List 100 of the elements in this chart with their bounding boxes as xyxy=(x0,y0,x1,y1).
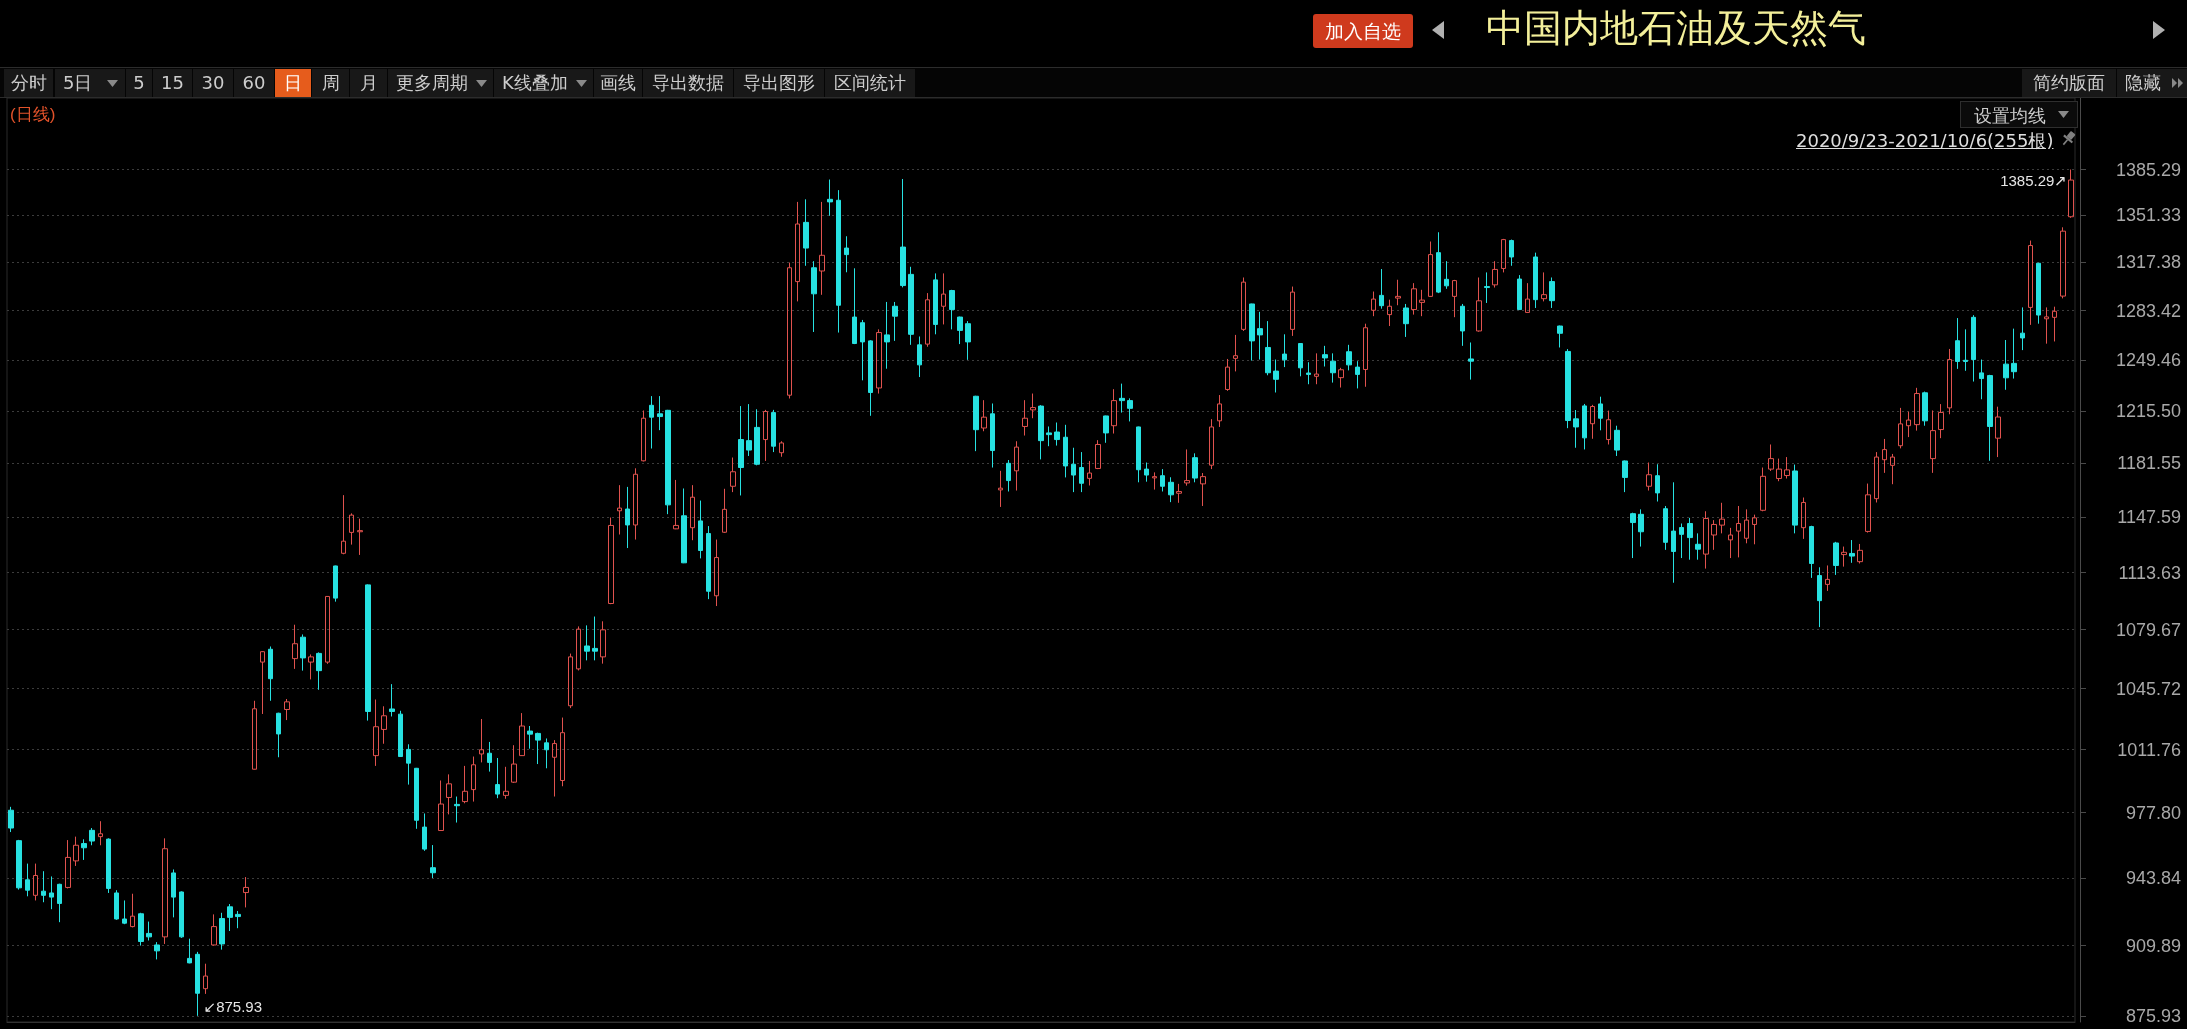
candlestick xyxy=(1127,397,1133,422)
candlestick xyxy=(1630,512,1636,559)
candlestick xyxy=(1914,387,1920,432)
toolbar-button: 日 xyxy=(275,69,311,97)
candlestick xyxy=(1638,508,1644,548)
candlestick xyxy=(1452,279,1457,318)
candlestick xyxy=(1087,460,1092,486)
candlestick xyxy=(998,470,1003,508)
candlestick xyxy=(1663,505,1668,551)
candlestick xyxy=(844,235,849,273)
candlestick xyxy=(868,339,873,417)
candlestick xyxy=(1955,317,1960,370)
candlestick xyxy=(162,837,168,945)
candlestick xyxy=(300,633,306,672)
candlestick xyxy=(1776,458,1782,482)
candlestick xyxy=(2028,240,2033,326)
candlestick xyxy=(325,595,330,665)
y-tick-label: 943.84 xyxy=(2125,867,2181,888)
candlestick xyxy=(1038,404,1044,460)
candlestick xyxy=(487,741,492,773)
candlestick xyxy=(1160,468,1165,492)
candlestick xyxy=(1890,453,1895,485)
candlestick xyxy=(763,409,768,462)
candlestick xyxy=(1509,239,1514,267)
candlestick xyxy=(1079,451,1084,493)
candlestick xyxy=(16,839,22,891)
candlestick xyxy=(1882,438,1887,474)
candlestick xyxy=(1825,564,1830,592)
candlestick xyxy=(560,717,565,787)
candlestick xyxy=(8,806,14,833)
candlestick xyxy=(1517,274,1522,311)
candlestick xyxy=(1046,425,1052,447)
candlestick xyxy=(1744,508,1749,544)
candlestick xyxy=(1622,459,1628,493)
candlestick xyxy=(852,267,857,345)
candlestick xyxy=(973,395,979,452)
candlestick xyxy=(1095,439,1101,470)
candlestick xyxy=(446,773,452,815)
candlestick xyxy=(454,796,460,824)
candlestick xyxy=(1282,333,1287,368)
candlestick xyxy=(1809,525,1814,579)
candlestick xyxy=(1833,541,1839,576)
candlestick xyxy=(633,467,638,541)
button: 加入自选 xyxy=(1313,14,1413,48)
candlestick xyxy=(625,486,630,549)
candlestick xyxy=(1533,252,1538,309)
candlestick xyxy=(65,839,71,889)
y-tick-label: 1045.72 xyxy=(2115,678,2181,699)
candlestick xyxy=(2020,306,2025,351)
candlestick xyxy=(1501,238,1506,273)
candlestick xyxy=(106,837,111,894)
candlestick xyxy=(1063,424,1068,478)
candlestick xyxy=(965,320,971,361)
candlestick xyxy=(284,698,290,721)
chart-title: 中国内地石油及天然气 xyxy=(1486,7,1866,49)
toolbar-button: K线叠加 xyxy=(494,69,593,97)
candlestick xyxy=(1865,483,1871,534)
toolbar-button: 周 xyxy=(312,69,349,97)
candlestick xyxy=(1136,426,1141,483)
candlestick xyxy=(211,913,217,947)
candlestick xyxy=(1752,514,1757,545)
candlestick xyxy=(1468,341,1474,381)
candlestick xyxy=(1176,483,1182,504)
candlestick xyxy=(698,500,703,559)
candlestick xyxy=(1792,464,1798,534)
toolbar-button: 简约版面 xyxy=(2022,69,2116,97)
candlestick xyxy=(706,525,711,600)
candlestick xyxy=(146,921,152,941)
candlestick xyxy=(438,779,444,832)
candlestick xyxy=(2036,262,2041,325)
toolbar-button: 分时 xyxy=(4,69,53,97)
candlestick xyxy=(1030,393,1036,419)
candlestick xyxy=(617,484,622,536)
candlestick xyxy=(187,938,192,964)
candlestick xyxy=(811,260,817,333)
candlestick xyxy=(1565,348,1571,429)
candlestick xyxy=(917,336,922,378)
candlestick xyxy=(535,732,541,765)
candlestick xyxy=(1314,352,1319,385)
candlestick xyxy=(1679,523,1684,559)
candlestick xyxy=(130,893,135,928)
candlestick xyxy=(462,765,468,804)
toolbar-button: 30 xyxy=(193,69,233,97)
candlestick xyxy=(908,266,914,346)
candlestick xyxy=(1355,360,1360,389)
candlestick xyxy=(1387,299,1392,327)
toolbar-button: 导出图形 xyxy=(734,69,824,97)
candlestick xyxy=(33,863,38,901)
candlestick xyxy=(690,484,695,541)
candlestick xyxy=(1614,425,1620,457)
candlestick xyxy=(1492,260,1498,289)
candlestick xyxy=(1979,359,1984,400)
candlestick xyxy=(1971,314,1976,383)
candlestick xyxy=(1168,476,1174,503)
candlestick xyxy=(1525,282,1530,314)
y-tick-label: 1113.63 xyxy=(2118,562,2181,583)
annotation: 2020/9/23-2021/10/6(255根) xyxy=(1796,129,2054,153)
candlestick xyxy=(730,457,736,493)
candlestick xyxy=(876,328,882,395)
toolbar-button: 更多周期 xyxy=(388,69,493,97)
